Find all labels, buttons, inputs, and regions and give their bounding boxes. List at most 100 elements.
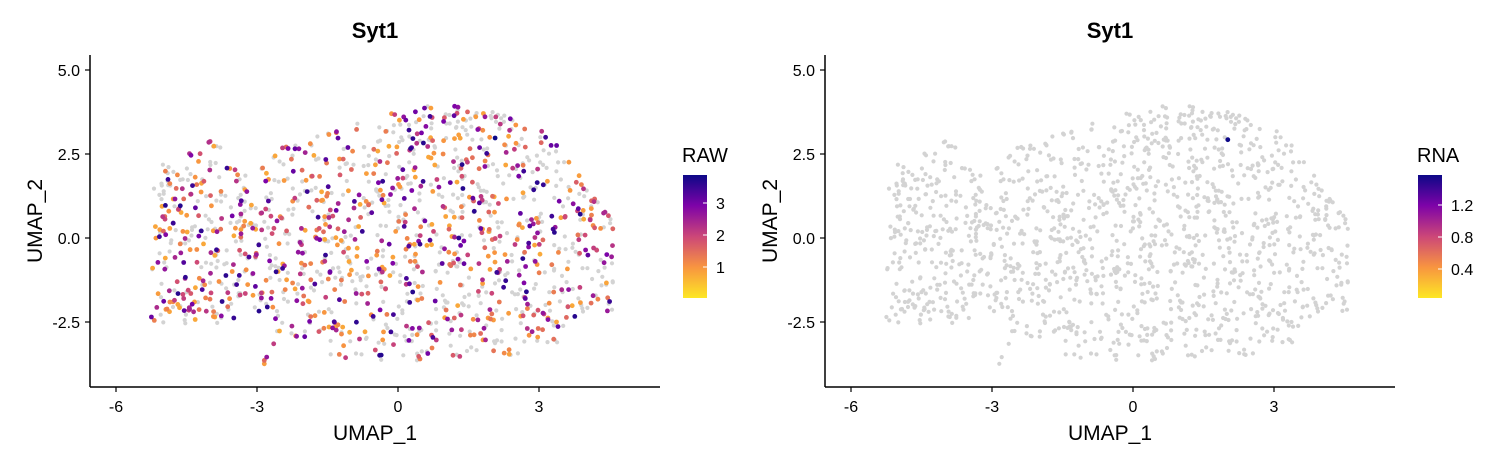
cell-point (971, 277, 976, 283)
cell-point (959, 286, 964, 291)
cell-point (1188, 147, 1193, 152)
cell-point (1277, 270, 1282, 275)
cell-point (979, 267, 984, 272)
cell-point (205, 227, 210, 232)
cell-point (988, 227, 993, 232)
expressing-cell-point (210, 228, 216, 234)
cell-point (1039, 178, 1044, 183)
expressing-cell-point (407, 281, 412, 287)
expressing-cell-point (545, 178, 550, 184)
cell-point (484, 290, 489, 295)
cell-point (1132, 164, 1137, 169)
cell-point (1025, 199, 1030, 204)
cell-point (1200, 132, 1205, 137)
cell-point (1240, 259, 1245, 264)
expressing-cell-point (524, 289, 529, 295)
cell-point (474, 111, 479, 116)
cell-point (507, 173, 512, 178)
expressing-cell-point (489, 311, 495, 317)
expressing-cell-point (417, 241, 423, 247)
cell-point (290, 153, 295, 158)
cell-point (1148, 109, 1153, 114)
cell-point (1166, 151, 1171, 156)
cell-point (1031, 282, 1036, 287)
cell-point (157, 251, 162, 256)
cell-point (1069, 328, 1074, 333)
expressing-cell-point (335, 242, 340, 248)
cell-point (1258, 145, 1263, 150)
cell-point (1026, 206, 1031, 211)
cell-point (417, 329, 422, 334)
cell-point (483, 200, 489, 205)
cell-point (1289, 183, 1294, 188)
cell-point (1093, 202, 1098, 207)
cell-point (209, 261, 214, 266)
cell-point (1213, 301, 1218, 306)
cell-point (1137, 224, 1142, 229)
cell-point (1035, 251, 1040, 256)
cell-point (1245, 118, 1250, 123)
expressing-cell-point (379, 238, 385, 244)
cell-point (460, 192, 465, 198)
cell-point (1070, 136, 1076, 141)
expressing-cell-point (460, 186, 466, 191)
cell-point (907, 288, 912, 293)
cell-point (551, 323, 556, 328)
cell-point (1215, 277, 1220, 282)
expressing-cell-point (388, 329, 394, 335)
cell-point (455, 196, 460, 201)
expressing-cell-point (451, 159, 456, 165)
cell-point (1026, 169, 1031, 174)
cell-point (1250, 292, 1255, 297)
expressing-cell-point (155, 291, 161, 297)
cell-point (1035, 286, 1040, 291)
expressing-cell-point (307, 319, 312, 324)
cell-point (1084, 268, 1089, 273)
cell-point (547, 290, 552, 295)
expressing-cell-point (248, 220, 254, 226)
cell-point (1287, 243, 1292, 248)
cell-point (509, 252, 514, 258)
cell-point (1083, 339, 1088, 344)
expressing-cell-point (369, 210, 375, 216)
cell-point (1227, 194, 1232, 199)
cell-point (525, 155, 530, 160)
cell-point (1138, 254, 1143, 259)
cell-point (936, 241, 941, 246)
legend-label: 1.2 (1451, 198, 1473, 215)
cell-point (355, 121, 360, 126)
expressing-cell-point (317, 237, 323, 243)
expressing-cell-point (378, 352, 384, 358)
cell-point (541, 148, 546, 153)
cell-point (428, 182, 433, 187)
cell-point (208, 162, 213, 168)
cell-point (1177, 205, 1182, 210)
cell-point (1256, 280, 1262, 285)
cell-point (916, 196, 921, 201)
expressing-cell-point (477, 218, 482, 223)
cell-point (437, 250, 442, 255)
expressing-cell-point (458, 243, 463, 248)
cell-point (1051, 215, 1056, 220)
cell-point (1225, 110, 1230, 115)
cell-point (1237, 252, 1243, 257)
expressing-cell-point (416, 117, 422, 123)
cell-point (455, 119, 460, 124)
cell-point (1310, 208, 1315, 213)
cell-point (907, 298, 912, 303)
cell-point (496, 278, 502, 283)
expressing-cell-point (266, 198, 271, 204)
cell-point (1275, 237, 1280, 242)
cell-point (329, 250, 334, 255)
cell-point (1267, 286, 1272, 291)
cell-point (928, 317, 933, 322)
cell-point (1070, 322, 1076, 327)
expressing-cell-point (181, 296, 187, 301)
cell-point (186, 238, 191, 243)
cell-point (1061, 276, 1066, 282)
cell-point (1190, 119, 1195, 124)
cell-point (1160, 351, 1165, 356)
expressing-cell-point (458, 282, 463, 288)
expressing-cell-point (539, 128, 545, 134)
expressing-cell-point (486, 227, 492, 232)
